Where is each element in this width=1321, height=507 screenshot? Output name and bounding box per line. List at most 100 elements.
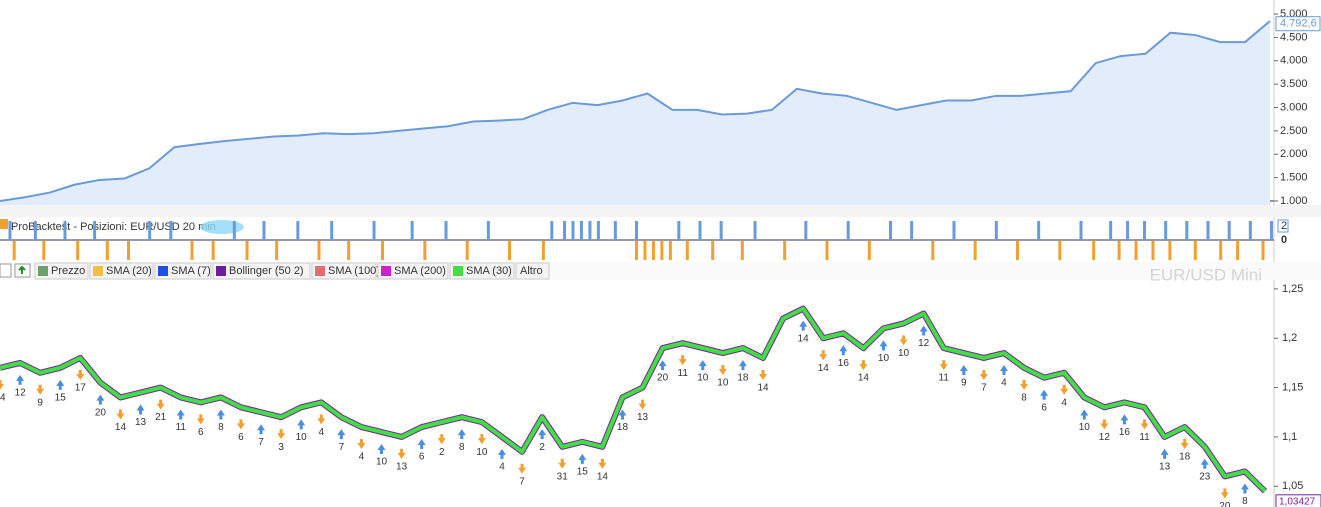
buy-arrow <box>959 365 968 376</box>
sell-arrow <box>76 369 85 380</box>
toolbar-item[interactable] <box>311 262 377 280</box>
y-tick-label: 3.500 <box>1280 78 1308 90</box>
sell-arrow <box>518 463 527 474</box>
sell-arrow <box>819 350 828 361</box>
buy-arrow <box>919 325 928 336</box>
signal-label: 14 <box>115 422 127 433</box>
toolbar-label: SMA (30) <box>466 265 512 277</box>
signal-label: 10 <box>1079 422 1091 433</box>
watermark: EUR/USD Mini <box>1150 265 1262 284</box>
signal-label: 6 <box>238 432 244 443</box>
signal-label: 12 <box>1099 432 1111 443</box>
long-position <box>372 221 376 240</box>
short-position <box>668 241 672 260</box>
toolbar-item[interactable] <box>377 262 449 280</box>
long-position <box>952 221 956 240</box>
signal-label: 2 <box>439 447 445 458</box>
long-position <box>1143 221 1146 240</box>
signal-label: 4 <box>499 462 505 473</box>
toolbar-item[interactable] <box>515 262 550 280</box>
buy-arrow <box>839 345 848 356</box>
short-position <box>1261 241 1265 260</box>
short-position <box>685 241 689 260</box>
y-tick-label: 2 <box>1281 220 1287 232</box>
long-position <box>1185 221 1189 240</box>
signal-label: 23 <box>1199 471 1211 482</box>
signal-label: 16 <box>1119 427 1131 438</box>
short-position <box>931 241 935 260</box>
signal-label: 10 <box>878 353 890 364</box>
signal-label: 7 <box>258 437 264 448</box>
signal-label: 8 <box>459 442 465 453</box>
signal-label: 13 <box>396 462 408 473</box>
signal-label: 14 <box>798 333 810 344</box>
toolbar-swatch <box>38 266 48 276</box>
long-position <box>563 221 567 240</box>
sell-arrow <box>899 335 908 346</box>
toolbar-label: Bollinger (50 2) <box>229 265 304 277</box>
short-position <box>1016 241 1019 260</box>
signal-label: 6 <box>198 427 204 438</box>
short-position <box>740 241 744 260</box>
signal-label: 7 <box>519 476 525 487</box>
toolbar-item[interactable] <box>449 262 515 280</box>
signal-label: 20 <box>1219 501 1231 507</box>
long-position <box>63 221 67 240</box>
signal-label: 14 <box>818 363 830 374</box>
short-position <box>783 241 787 260</box>
signal-label: 2 <box>539 442 545 453</box>
buy-arrow <box>56 379 65 390</box>
long-position <box>579 221 583 240</box>
long-position <box>910 221 914 240</box>
sell-arrow <box>939 360 948 371</box>
toolbar-item[interactable] <box>154 262 212 280</box>
long-position <box>1206 221 1210 240</box>
buy-arrow <box>377 443 386 454</box>
toolbar-item[interactable] <box>89 262 154 280</box>
buy-arrow <box>738 360 747 371</box>
toolbar-icon[interactable] <box>0 263 12 278</box>
sell-arrow <box>397 448 406 459</box>
buy-arrow <box>1040 389 1049 400</box>
sell-arrow <box>718 365 727 376</box>
short-position <box>423 241 427 260</box>
toolbar-item[interactable] <box>34 262 89 280</box>
short-position <box>1134 241 1138 260</box>
long-position <box>677 221 681 240</box>
buy-arrow <box>136 404 145 415</box>
long-position <box>1109 221 1113 240</box>
buy-arrow <box>538 429 547 440</box>
sell-arrow <box>1020 379 1029 390</box>
signal-label: 14 <box>757 383 769 394</box>
buy-arrow <box>16 374 25 385</box>
signal-label: 10 <box>898 348 910 359</box>
short-position <box>867 241 871 260</box>
sell-arrow <box>598 458 607 469</box>
short-position <box>127 241 130 260</box>
last-value-box <box>1275 16 1321 32</box>
long-position <box>1164 221 1168 240</box>
y-tick-label: 0 <box>1281 234 1287 246</box>
sell-arrow <box>638 399 647 410</box>
toolbar-label: SMA (20) <box>106 265 152 277</box>
y-tick-label: 1,15 <box>1282 381 1303 393</box>
short-position <box>643 241 647 260</box>
short-position <box>1193 241 1197 260</box>
toolbar-swatch <box>453 266 463 276</box>
signal-label: 18 <box>617 422 629 433</box>
buy-arrow <box>497 448 506 459</box>
toolbar-item[interactable] <box>212 262 311 280</box>
sell-arrow <box>1140 419 1149 430</box>
last-value-label: 1,03427 <box>1279 496 1316 507</box>
buy-arrow <box>337 429 346 440</box>
up-icon <box>18 265 26 274</box>
long-position <box>1126 221 1130 240</box>
buy-arrow <box>1080 409 1089 420</box>
long-position <box>698 221 702 240</box>
signal-label: 18 <box>1179 452 1191 463</box>
toolbar-swatch <box>93 266 103 276</box>
signal-label: 10 <box>476 447 488 458</box>
buy-arrow <box>216 409 225 420</box>
buy-arrow <box>1240 483 1249 494</box>
long-position <box>296 221 300 240</box>
